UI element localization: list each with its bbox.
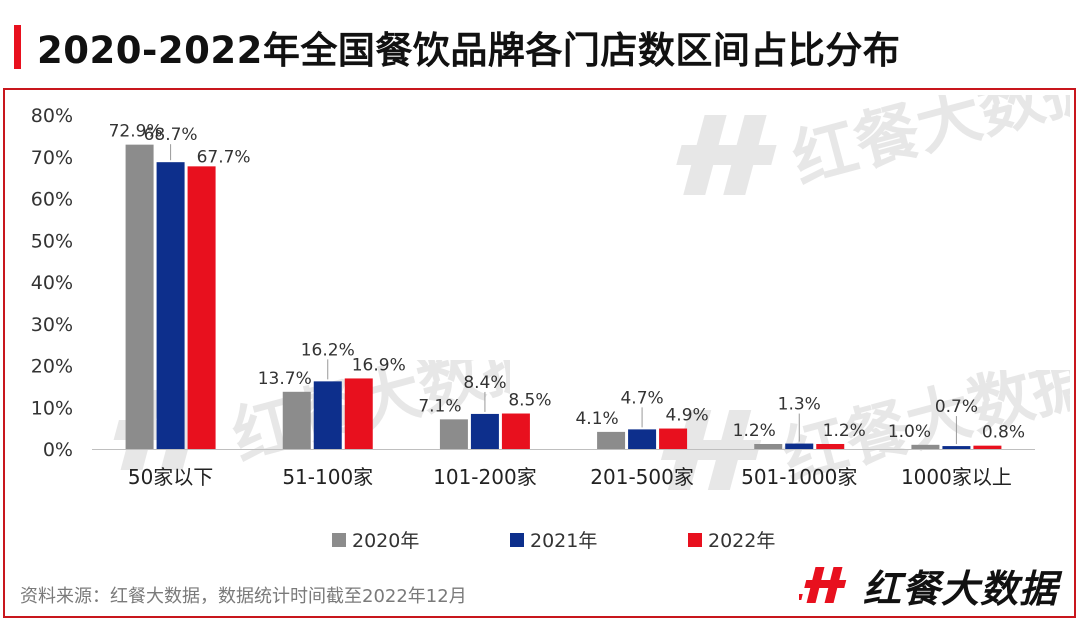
bar-2-4: [628, 429, 657, 449]
y-tick-label: 40%: [31, 272, 73, 294]
data-label: 8.5%: [508, 391, 551, 411]
legend-label: 2021年: [530, 530, 597, 552]
brand-name: 红餐大数据: [862, 566, 1058, 611]
bar-2-2: [313, 381, 342, 449]
data-label: 16.9%: [352, 355, 406, 375]
data-label: 7.1%: [418, 396, 461, 416]
bar-1-5: [754, 443, 783, 449]
bar-3-1: [187, 166, 216, 450]
title-bar: 2020-2022年全国餐饮品牌各门店数区间占比分布: [14, 22, 900, 72]
data-label: 67.7%: [197, 147, 251, 167]
data-label: 1.0%: [888, 422, 931, 442]
data-label: 1.2%: [823, 421, 866, 441]
bar-3-4: [659, 428, 688, 449]
bar-2-5: [785, 443, 814, 449]
data-label: 72.9%: [109, 122, 163, 142]
legend-swatch: [688, 533, 702, 547]
bar-1-3: [439, 419, 468, 449]
y-tick-label: 80%: [31, 105, 73, 127]
legend-label: 2020年: [352, 530, 419, 552]
legend-swatch: [510, 533, 524, 547]
bar-3-5: [816, 443, 845, 449]
data-label: 1.2%: [733, 421, 776, 441]
x-tick-label: 50家以下: [128, 465, 213, 489]
data-label: 0.7%: [935, 397, 978, 417]
bar-1-2: [282, 391, 311, 449]
x-tick-label: 1000家以上: [901, 465, 1012, 489]
bar-2-3: [470, 413, 499, 449]
y-tick-label: 60%: [31, 189, 73, 211]
legend-swatch: [332, 533, 346, 547]
chart-frame: [3, 88, 1076, 618]
bar-3-6: [973, 445, 1002, 449]
data-label: 4.1%: [575, 409, 618, 429]
y-tick-label: 70%: [31, 147, 73, 169]
x-tick-label: 201-500家: [590, 465, 694, 489]
data-label: 1.3%: [778, 395, 821, 415]
bar-1-4: [597, 431, 626, 449]
x-tick-label: 101-200家: [433, 465, 537, 489]
data-label: 16.2%: [301, 340, 355, 360]
y-tick-label: 50%: [31, 230, 73, 252]
data-label: 4.9%: [665, 406, 708, 426]
data-label: 0.8%: [982, 423, 1025, 443]
brand: 红餐大数据: [798, 561, 1058, 611]
title-accent-bar: [14, 25, 21, 69]
y-tick-label: 0%: [43, 439, 73, 461]
data-label: 13.7%: [258, 369, 312, 389]
brand-logo-icon: [798, 567, 847, 603]
bar-2-1: [156, 162, 185, 450]
bar-1-6: [911, 444, 940, 449]
chart-title: 2020-2022年全国餐饮品牌各门店数区间占比分布: [37, 29, 901, 72]
bar-2-6: [942, 446, 971, 449]
data-label: 68.7%: [144, 125, 198, 145]
x-tick-label: 51-100家: [282, 465, 373, 489]
source-note: 资料来源：红餐大数据，数据统计时间截至2022年12月: [20, 586, 467, 607]
y-tick-label: 20%: [31, 356, 73, 378]
y-tick-label: 30%: [31, 314, 73, 336]
legend-label: 2022年: [708, 530, 775, 552]
x-tick-label: 501-1000家: [741, 465, 857, 489]
bar-3-3: [501, 413, 530, 449]
data-label: 8.4%: [463, 373, 506, 393]
data-label: 4.7%: [620, 388, 663, 408]
bar-1-1: [125, 144, 154, 449]
y-tick-label: 10%: [31, 397, 73, 419]
bar-3-2: [344, 378, 373, 449]
